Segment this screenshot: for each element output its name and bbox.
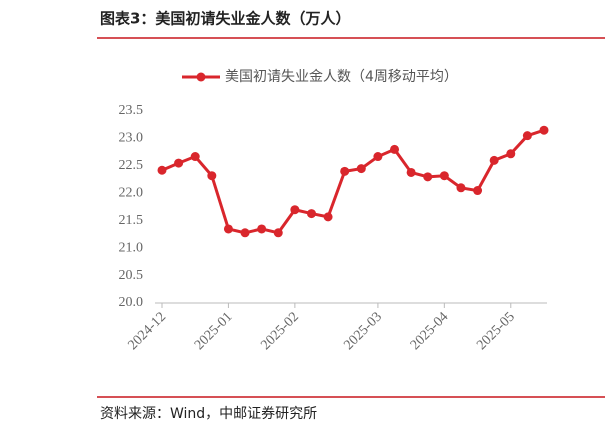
data-point [439, 171, 449, 181]
data-point [323, 212, 333, 222]
data-point [489, 155, 499, 165]
x-tick-label: 2025-05 [474, 309, 518, 353]
data-point [174, 158, 184, 168]
data-point [257, 224, 267, 234]
data-point [223, 224, 233, 234]
data-point [473, 186, 483, 196]
data-point [423, 172, 433, 182]
data-point [390, 144, 400, 154]
y-tick-label: 20.5 [119, 268, 144, 283]
data-point [356, 164, 366, 174]
x-tick-label: 2025-02 [258, 309, 302, 353]
y-tick-label: 20.0 [119, 295, 144, 310]
data-point [273, 228, 283, 238]
y-tick-label: 21.5 [119, 213, 144, 228]
data-point [406, 167, 416, 177]
data-point [240, 228, 250, 238]
data-point [539, 125, 549, 135]
y-tick-label: 23.5 [119, 103, 144, 118]
x-tick-label: 2025-01 [192, 309, 236, 353]
data-point [306, 209, 316, 219]
data-point [456, 183, 466, 193]
y-tick-label: 22.0 [119, 186, 144, 201]
x-tick-label: 2025-04 [408, 309, 452, 353]
data-line [161, 128, 545, 235]
data-point [207, 171, 217, 181]
source-note: 资料来源：Wind，中邮证券研究所 [100, 406, 317, 422]
y-tick-label: 21.0 [119, 240, 144, 255]
legend-label: 美国初请失业金人数（4周移动平均） [225, 68, 458, 85]
data-point [506, 149, 516, 159]
data-point [290, 205, 300, 215]
data-point [340, 166, 350, 176]
y-tick-label: 22.5 [119, 158, 144, 173]
x-tick-label: 2025-03 [341, 309, 385, 353]
data-point [157, 165, 167, 175]
x-tick-label: 2024-12 [125, 309, 169, 353]
data-point [190, 152, 200, 162]
data-point [373, 152, 383, 162]
figure-title: 图表3：美国初请失业金人数（万人） [100, 10, 350, 28]
legend-marker [196, 72, 206, 82]
y-tick-label: 23.0 [119, 131, 144, 146]
data-point [522, 131, 532, 141]
